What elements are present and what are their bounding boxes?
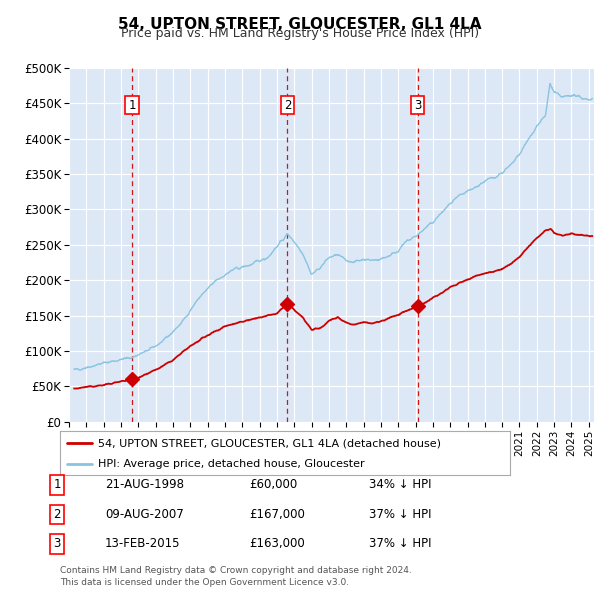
Text: £167,000: £167,000 [249,508,305,521]
Text: 37% ↓ HPI: 37% ↓ HPI [369,537,431,550]
Text: 34% ↓ HPI: 34% ↓ HPI [369,478,431,491]
Text: 13-FEB-2015: 13-FEB-2015 [105,537,181,550]
Text: 54, UPTON STREET, GLOUCESTER, GL1 4LA (detached house): 54, UPTON STREET, GLOUCESTER, GL1 4LA (d… [98,438,441,448]
Text: £60,000: £60,000 [249,478,297,491]
Text: £163,000: £163,000 [249,537,305,550]
Text: 21-AUG-1998: 21-AUG-1998 [105,478,184,491]
Text: 37% ↓ HPI: 37% ↓ HPI [369,508,431,521]
Text: 1: 1 [128,99,136,112]
Text: 54, UPTON STREET, GLOUCESTER, GL1 4LA: 54, UPTON STREET, GLOUCESTER, GL1 4LA [118,17,482,31]
Text: 3: 3 [53,537,61,550]
Text: 2: 2 [53,508,61,521]
Text: Price paid vs. HM Land Registry's House Price Index (HPI): Price paid vs. HM Land Registry's House … [121,27,479,40]
Text: 3: 3 [414,99,421,112]
Text: 1: 1 [53,478,61,491]
Text: HPI: Average price, detached house, Gloucester: HPI: Average price, detached house, Glou… [98,459,365,469]
Text: 2: 2 [284,99,291,112]
Text: Contains HM Land Registry data © Crown copyright and database right 2024.
This d: Contains HM Land Registry data © Crown c… [60,566,412,587]
Text: 09-AUG-2007: 09-AUG-2007 [105,508,184,521]
